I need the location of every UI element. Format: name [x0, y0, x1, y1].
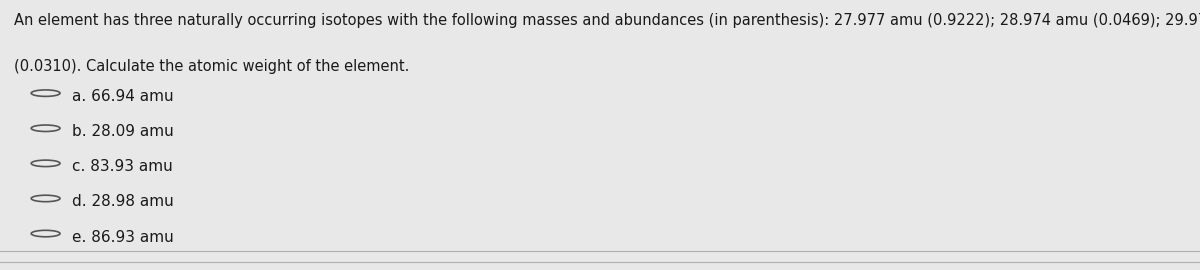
- Text: c. 83.93 amu: c. 83.93 amu: [72, 159, 173, 174]
- Text: An element has three naturally occurring isotopes with the following masses and : An element has three naturally occurring…: [14, 14, 1200, 29]
- Text: a. 66.94 amu: a. 66.94 amu: [72, 89, 174, 104]
- Text: e. 86.93 amu: e. 86.93 amu: [72, 230, 174, 245]
- Text: d. 28.98 amu: d. 28.98 amu: [72, 194, 174, 210]
- Text: (0.0310). Calculate the atomic weight of the element.: (0.0310). Calculate the atomic weight of…: [14, 59, 409, 75]
- Text: b. 28.09 amu: b. 28.09 amu: [72, 124, 174, 139]
